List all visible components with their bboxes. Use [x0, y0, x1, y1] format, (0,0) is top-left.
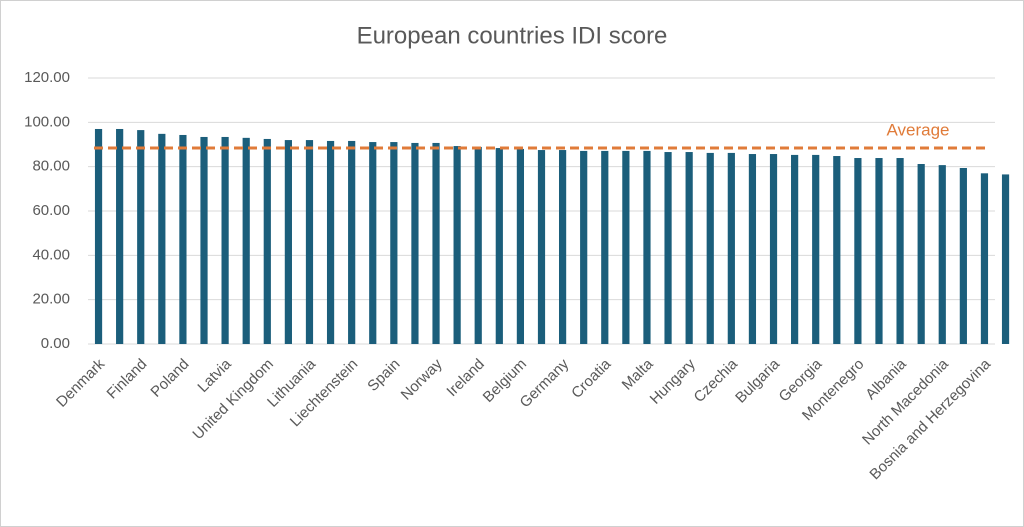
bar: [453, 146, 461, 344]
average-label: Average: [886, 120, 949, 139]
bar: [474, 146, 482, 344]
y-tick-label: 120.00: [24, 69, 70, 86]
bar: [748, 154, 757, 344]
chart-title: European countries IDI score: [357, 22, 668, 49]
bar: [664, 152, 672, 344]
y-tick-label: 60.00: [32, 202, 70, 219]
bar: [94, 128, 103, 344]
bar: [601, 150, 609, 344]
bar: [305, 140, 314, 344]
bar: [369, 142, 377, 344]
bar: [959, 167, 967, 344]
bar: [854, 158, 862, 344]
bar: [643, 150, 651, 344]
bar: [158, 133, 166, 344]
bar: [980, 173, 989, 344]
bar: [727, 152, 735, 344]
bar: [580, 150, 588, 344]
bar: [558, 150, 567, 344]
bar: [137, 130, 145, 344]
bar: [116, 128, 124, 344]
y-tick-label: 80.00: [32, 158, 70, 175]
bar: [516, 148, 525, 344]
bar: [411, 142, 419, 344]
bar: [200, 136, 208, 344]
y-tick-label: 20.00: [32, 291, 70, 308]
bar: [706, 152, 714, 344]
bar: [179, 134, 187, 344]
bar: [833, 156, 841, 344]
bar: [938, 165, 946, 344]
bar: [1001, 174, 1010, 344]
bar: [326, 140, 335, 344]
bar: [769, 154, 778, 344]
bar: [221, 136, 229, 344]
bar: [622, 150, 630, 344]
bar: [348, 140, 356, 344]
bar: [432, 142, 440, 344]
y-tick-label: 100.00: [24, 113, 70, 130]
bar: [896, 158, 904, 344]
y-tick-label: 40.00: [32, 246, 70, 263]
bar: [263, 138, 271, 344]
bar: [242, 137, 250, 344]
bar: [537, 150, 546, 344]
y-tick-label: 0.00: [41, 335, 70, 352]
bar: [685, 152, 693, 344]
bar: [917, 164, 925, 344]
bar: [284, 140, 292, 344]
bar: [791, 154, 799, 344]
bar: [875, 158, 883, 344]
bar: [495, 148, 503, 344]
bar: [812, 154, 820, 344]
bar: [390, 142, 398, 344]
